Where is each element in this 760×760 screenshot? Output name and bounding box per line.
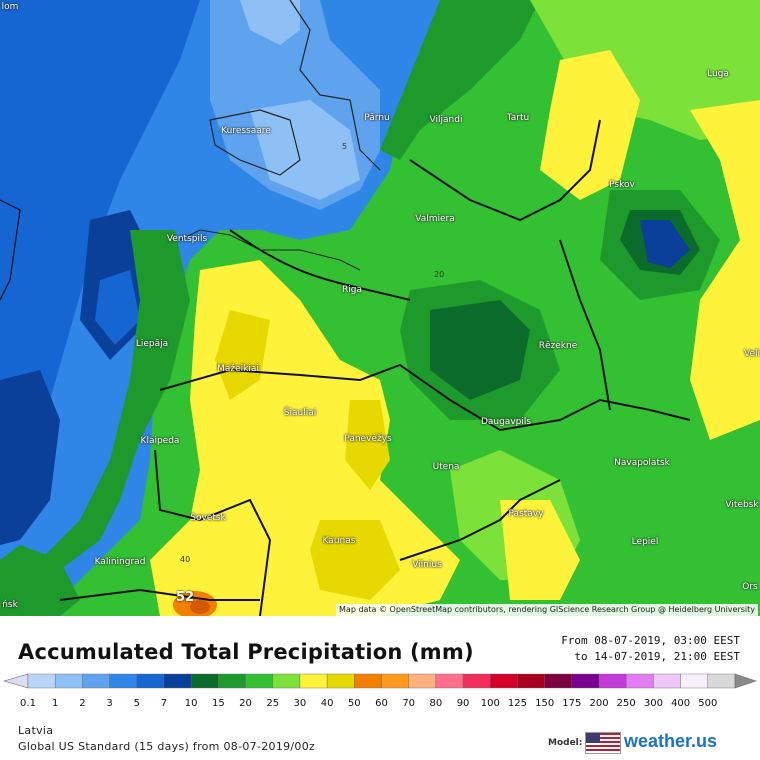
city-sovetsk[interactable]: Sovetsk: [190, 513, 226, 523]
city-minsk-edge[interactable]: ńsk: [2, 600, 18, 610]
city-luga[interactable]: Luga: [707, 69, 729, 79]
scale-swatch: [299, 673, 328, 689]
scale-swatch: [27, 673, 56, 689]
city-tartu[interactable]: Tartu: [506, 113, 530, 123]
city-kaunas[interactable]: Kaunas: [322, 536, 356, 546]
period-from: From 08-07-2019, 03:00 EEST: [561, 634, 740, 647]
scale-swatch: [354, 673, 382, 689]
scale-tick-label: 200: [589, 698, 609, 709]
contour-label: 40: [180, 555, 191, 564]
city-lepiel[interactable]: Lepiel: [631, 537, 659, 547]
scale-arrow-left: [2, 673, 29, 689]
max-value-label: 52: [176, 590, 195, 605]
precipitation-map[interactable]: 5 20 40 52 Kuressaare Pärnu Viljandi Tar…: [0, 0, 760, 616]
scale-swatch: [163, 673, 192, 689]
scale-swatch: [381, 673, 409, 689]
scale-swatch: [435, 673, 464, 689]
scale-swatch: [653, 673, 681, 689]
scale-tick-label: 250: [616, 698, 636, 709]
city-valmiera[interactable]: Valmiera: [415, 214, 455, 224]
city-vilnius[interactable]: Vilnius: [412, 560, 442, 570]
city-viljandi[interactable]: Viljandi: [429, 115, 463, 125]
scale-swatch: [626, 673, 654, 689]
city-orsha[interactable]: Ors: [742, 582, 758, 592]
scale-swatch: [707, 673, 736, 689]
contour-label: 20: [434, 270, 445, 279]
city-kuressaare[interactable]: Kuressaare: [221, 126, 271, 136]
scale-tick-label: 1: [52, 698, 59, 709]
scale-tick-label: 90: [456, 698, 470, 709]
scale-tick-label: 50: [347, 698, 361, 709]
scale-swatch: [408, 673, 437, 689]
scale-tick-label: 5: [133, 698, 140, 709]
scale-tick-label: 0.1: [20, 698, 36, 709]
scale-tick-label: 300: [643, 698, 663, 709]
scale-swatch: [571, 673, 600, 689]
city-navapolatsk[interactable]: Navapolatsk: [614, 458, 670, 468]
city-veli[interactable]: Veli: [744, 349, 760, 359]
scale-tick-label: 175: [562, 698, 582, 709]
scale-swatch: [326, 673, 355, 689]
city-pskov[interactable]: Pskov: [609, 180, 635, 190]
city-tallinn-edge[interactable]: lom: [1, 2, 19, 12]
scale-swatch: [82, 673, 110, 689]
scale-arrow-right: [734, 673, 757, 689]
scale-tick-label: 2: [79, 698, 86, 709]
city-daugavpils[interactable]: Daugavpils: [480, 417, 532, 427]
legend-title: Accumulated Total Precipitation (mm): [18, 640, 474, 664]
model-label: Model:: [548, 738, 583, 748]
scale-tick-label: 400: [671, 698, 691, 709]
city-pastavy[interactable]: Pastavy: [508, 509, 544, 519]
city-siauliai[interactable]: Šiauliai: [283, 408, 317, 418]
scale-swatch: [598, 673, 627, 689]
color-scale-bar: [2, 673, 757, 689]
city-kaliningrad[interactable]: Kaliningrad: [94, 557, 146, 567]
period-to: to 14-07-2019, 21:00 EEST: [574, 650, 740, 663]
scale-tick-label: 20: [239, 698, 252, 709]
scale-swatch: [54, 673, 83, 689]
model-run: Global US Standard (15 days) from 08-07-…: [18, 740, 316, 753]
scale-swatch: [245, 673, 273, 689]
scale-tick-label: 80: [429, 698, 443, 709]
scale-swatch: [490, 673, 518, 689]
scale-swatch: [136, 673, 165, 689]
city-utena[interactable]: Utena: [432, 462, 460, 472]
scale-tick-label: 150: [535, 698, 555, 709]
scale-swatch: [218, 673, 246, 689]
scale-tick-label: 25: [266, 698, 280, 709]
city-liepaja[interactable]: Liepāja: [135, 339, 169, 349]
scale-swatch: [517, 673, 545, 689]
city-vitebsk[interactable]: Vitebsk: [725, 500, 759, 510]
scale-tick-label: 125: [507, 698, 527, 709]
city-ventspils[interactable]: Ventspils: [166, 234, 208, 244]
scale-tick-label: 3: [106, 698, 113, 709]
us-flag-icon: [585, 732, 621, 754]
scale-tick-label: 10: [184, 698, 198, 709]
city-rezekne[interactable]: Rēzekne: [538, 341, 578, 351]
contour-label: 5: [342, 142, 348, 151]
scale-tick-label: 15: [211, 698, 225, 709]
city-klaipeda[interactable]: Klaipeda: [140, 436, 180, 446]
map-canvas: [0, 0, 760, 616]
city-parnu[interactable]: Pärnu: [364, 113, 390, 123]
scale-tick-label: 7: [160, 698, 168, 709]
city-panevezys[interactable]: Panevėžys: [344, 434, 392, 444]
scale-swatch: [544, 673, 573, 689]
scale-tick-label: 30: [293, 698, 307, 709]
scale-tick-label: 60: [375, 698, 388, 709]
scale-tick-label: 500: [698, 698, 718, 709]
scale-swatch: [190, 673, 219, 689]
scale-swatch: [680, 673, 709, 689]
scale-tick-label: 100: [480, 698, 500, 709]
scale-swatch: [109, 673, 137, 689]
city-riga[interactable]: Riga: [342, 285, 362, 295]
city-mazeikiai[interactable]: Mažeikiai: [217, 364, 259, 374]
weather-us-logo[interactable]: weather.us: [624, 731, 718, 751]
scale-swatch: [272, 673, 301, 689]
scale-tick-label: 40: [320, 698, 334, 709]
region-name: Latvia: [18, 724, 54, 737]
scale-swatch: [462, 673, 491, 689]
map-credit: Map data © OpenStreetMap contributors, r…: [336, 604, 758, 616]
scale-tick-label: 70: [402, 698, 416, 709]
